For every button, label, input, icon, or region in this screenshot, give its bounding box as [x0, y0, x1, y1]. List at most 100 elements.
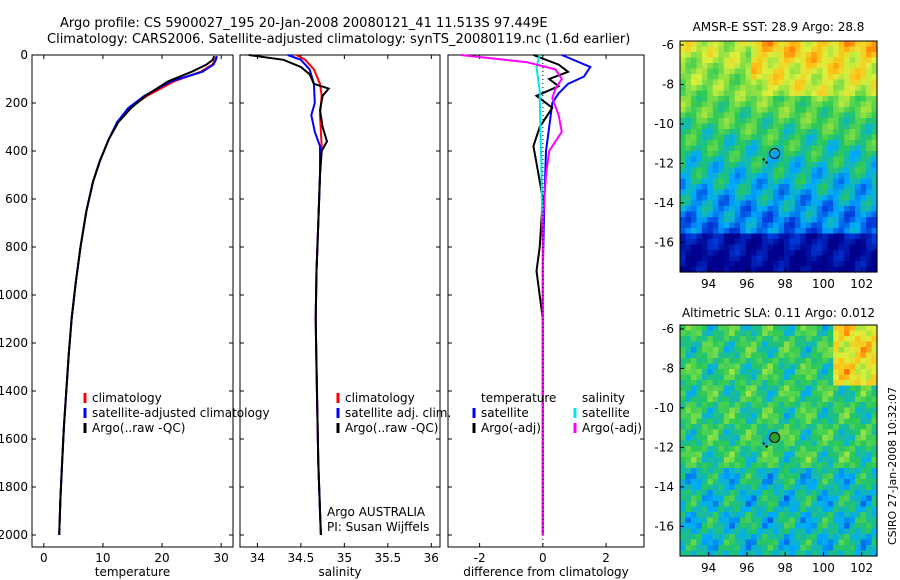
heatmap-cell [866, 151, 873, 158]
heatmap-cell [718, 429, 725, 436]
map-y-tick-label: -14 [654, 196, 674, 210]
heatmap-cell [822, 534, 829, 541]
heatmap-cell [762, 484, 769, 491]
heatmap-cell [712, 79, 719, 86]
heatmap-cell [685, 407, 692, 414]
heatmap-cell [734, 173, 741, 180]
heatmap-cell [816, 178, 823, 185]
heatmap-cell [690, 129, 698, 136]
heatmap-cell [794, 206, 801, 213]
heatmap-cell [680, 446, 687, 453]
heatmap-cell [751, 184, 758, 191]
heatmap-cell [767, 457, 774, 464]
heatmap-cell [745, 550, 752, 557]
heatmap-cell [680, 200, 687, 207]
heatmap-cell [712, 145, 719, 152]
heatmap-cell [855, 528, 862, 535]
heatmap-cell [723, 396, 730, 403]
heatmap-cell [723, 206, 730, 213]
heatmap-cell [767, 107, 774, 114]
heatmap-cell [866, 145, 873, 152]
heatmap-cell [783, 413, 791, 420]
heatmap-cell [778, 85, 785, 92]
heatmap-cell [690, 46, 698, 53]
heatmap-cell [805, 206, 812, 213]
heatmap-cell [822, 63, 829, 70]
heatmap-cell [866, 347, 873, 354]
heatmap-cell [811, 123, 818, 130]
heatmap-cell [822, 341, 829, 348]
heatmap-cell [860, 457, 867, 464]
heatmap-cell [729, 418, 736, 425]
heatmap-cell [745, 385, 752, 392]
heatmap-cell [783, 363, 791, 370]
heatmap-cell [773, 396, 780, 403]
heatmap-cell [740, 156, 747, 163]
heatmap-cell [756, 79, 763, 86]
map-frame [679, 40, 878, 273]
heatmap-cell [729, 336, 736, 343]
heatmap-cell [696, 68, 703, 75]
heatmap-cell [767, 123, 774, 130]
heatmap-cell [844, 539, 851, 546]
heatmap-cell [767, 52, 774, 59]
heatmap-cell [729, 217, 736, 224]
heatmap-cell [767, 162, 774, 169]
heatmap-cell [696, 239, 703, 246]
heatmap-cell [773, 107, 780, 114]
heatmap-cell [778, 68, 785, 75]
heatmap-cell [696, 336, 703, 343]
heatmap-cell [734, 523, 741, 530]
heatmap-cell [701, 217, 708, 224]
heatmap-cell [811, 63, 818, 70]
heatmap-cell [827, 261, 834, 268]
heatmap-cell [789, 140, 796, 147]
heatmap-cell [680, 440, 687, 447]
heatmap-cell [762, 250, 769, 257]
heatmap-cell [783, 244, 791, 251]
heatmap-cell [794, 211, 801, 218]
heatmap-cell [811, 528, 818, 535]
heatmap-cell [866, 79, 873, 86]
heatmap-cell [789, 178, 796, 185]
heatmap-cell [794, 325, 801, 332]
heatmap-cell [696, 250, 703, 257]
heatmap-cell [844, 374, 851, 381]
heatmap-cell [767, 167, 774, 174]
heatmap-cell [701, 484, 708, 491]
heatmap-cell [740, 380, 747, 387]
heatmap-cell [844, 151, 851, 158]
heatmap-cell [718, 134, 725, 141]
heatmap-cell [844, 79, 851, 86]
heatmap-cell [811, 118, 818, 125]
heatmap-cell [789, 347, 796, 354]
heatmap-cell [800, 129, 807, 136]
heatmap-cell [723, 352, 730, 359]
heatmap-cell [805, 101, 812, 108]
heatmap-cell [690, 140, 698, 147]
heatmap-cell [783, 129, 791, 136]
heatmap-cell [751, 68, 758, 75]
heatmap-cell [849, 266, 856, 273]
heatmap-cell [866, 369, 873, 376]
heatmap-cell [778, 545, 785, 552]
heatmap-cell [729, 228, 736, 235]
heatmap-cell [751, 255, 758, 262]
heatmap-cell [871, 74, 878, 81]
heatmap-cell [822, 206, 829, 213]
heatmap-cell [789, 385, 796, 392]
heatmap-cell [712, 222, 719, 229]
heatmap-cell [696, 96, 703, 103]
heatmap-cell [723, 517, 730, 524]
heatmap-cell [822, 545, 829, 552]
heatmap-cell [778, 402, 785, 409]
heatmap-cell [789, 123, 796, 130]
heatmap-cell [849, 85, 856, 92]
heatmap-cell [789, 167, 796, 174]
heatmap-cell [762, 429, 769, 436]
heatmap-cell [866, 222, 873, 229]
heatmap-cell [707, 189, 714, 196]
heatmap-cell [855, 211, 862, 218]
heatmap-cell [844, 462, 851, 469]
heatmap-cell [871, 184, 878, 191]
